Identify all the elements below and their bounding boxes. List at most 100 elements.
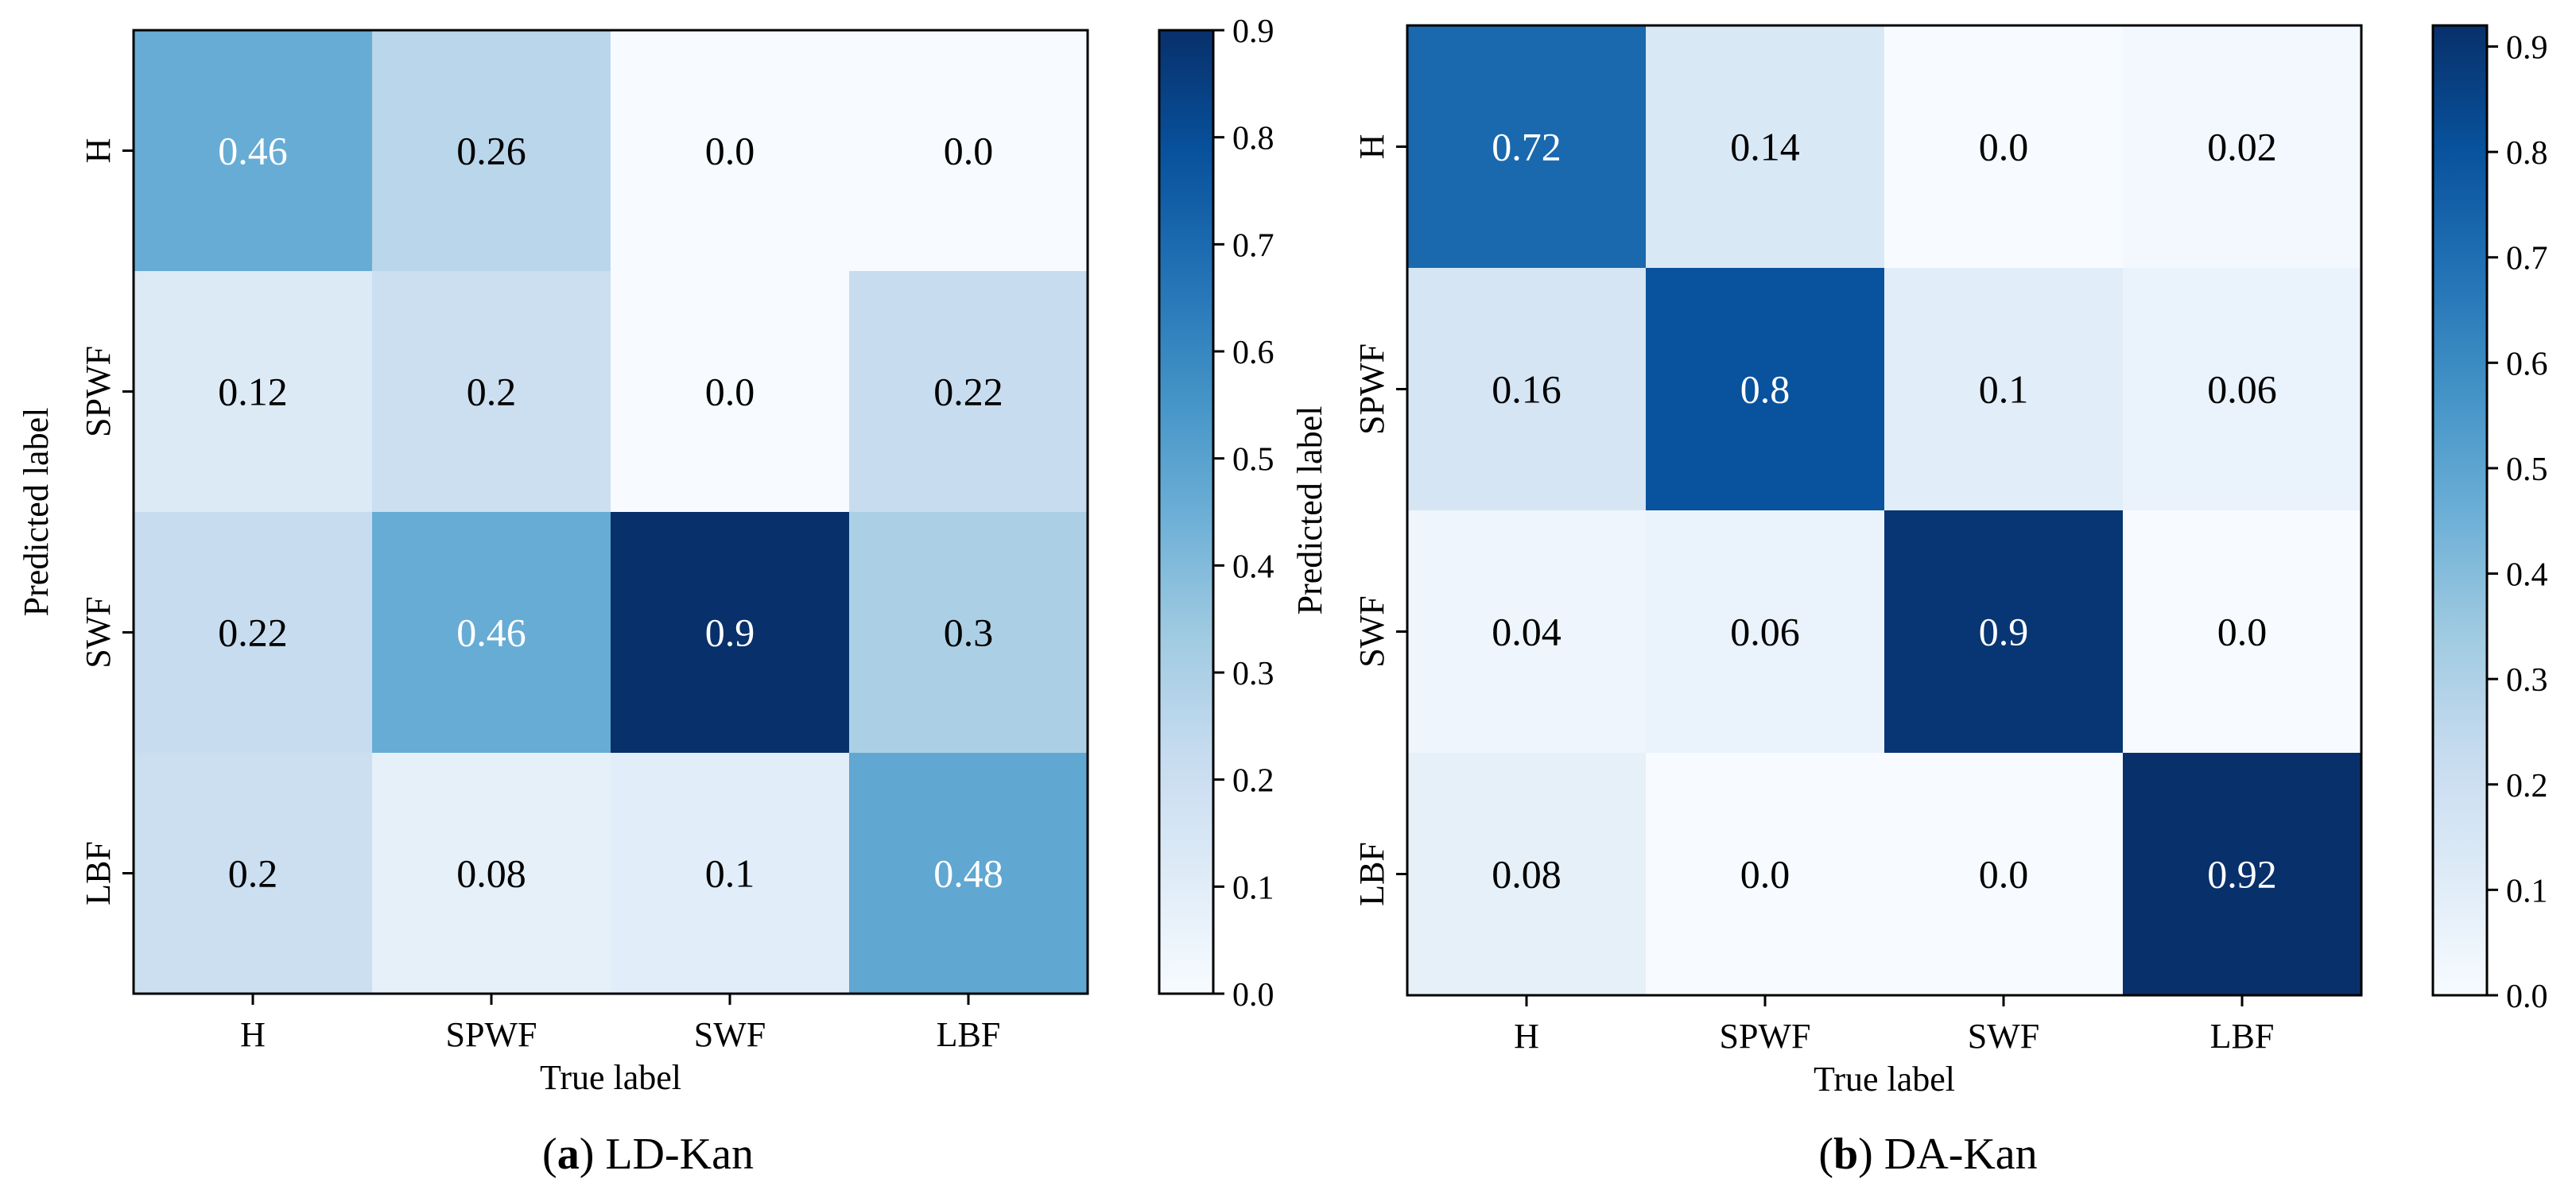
x-tick-label: H [1514,1017,1539,1056]
heatmap-cell [1884,510,2124,754]
colorbar-tick-label: 0.3 [1232,656,1274,692]
colorbar-tick-label: 0.0 [2506,979,2548,1015]
panel-b: 0.72 0.14 0.0 0.02 0.16 0.8 0.1 0.06 0.04 0.06 0.9… [1290,24,2548,1179]
y-tick-label: SPWF [1352,343,1391,435]
caption-open-paren: ( [542,1130,557,1179]
colorbar-tick-label: 0.6 [1232,335,1274,371]
cell-value-label: 0.02 [2207,125,2277,169]
y-tick-label: LBF [1352,842,1391,906]
heatmap-cell [1407,753,1647,996]
caption-letter: a [557,1130,580,1179]
caption-letter: b [1833,1130,1858,1179]
cell-value-label: 0.9 [1979,610,2029,654]
x-tick-label: SWF [1968,1017,2039,1056]
colorbar-tick-label: 0.1 [1232,870,1274,906]
heatmap-frame [1406,24,2363,997]
heatmap-cell [134,512,373,754]
heatmap-cell [849,512,1088,754]
heatmap-cell [2123,268,2362,511]
heatmap-cell [1646,25,1885,269]
cell-value-label: 0.0 [1979,125,2029,169]
colorbar-tick-label: 0.5 [1232,442,1274,479]
heatmap-cell [611,753,850,994]
x-tick-label: SWF [694,1015,766,1054]
cell-value-label: 0.12 [218,370,288,414]
cell-value-label: 0.06 [2207,367,2277,412]
cell-value-label: 0.0 [944,129,994,173]
heatmap-cell [849,271,1088,513]
heatmap-cell [372,271,611,513]
y-tick-label: H [79,138,118,164]
cell-value-label: 0.14 [1730,125,1800,169]
colorbar-tick-label: 0.6 [2506,346,2548,382]
heatmap-cell [1884,753,2124,996]
colorbar-tick-label: 0.9 [1232,14,1274,50]
colorbar-tick-label: 0.2 [1232,763,1274,800]
cell-value-label: 0.72 [1492,125,1562,169]
x-tick-label: H [240,1015,266,1054]
cell-value-label: 0.1 [705,851,755,896]
cell-value-label: 0.8 [1740,367,1790,412]
cell-value-label: 0.48 [933,851,1003,896]
colorbar-tick-label: 0.7 [1232,227,1274,264]
cell-value-label: 0.2 [228,851,278,896]
y-axis-label: Predicted label [17,408,56,617]
cell-value-label: 0.9 [705,611,755,655]
cell-value-label: 0.26 [456,129,526,173]
colorbar-tick-label: 0.0 [1232,977,1274,1014]
y-tick-label: SPWF [79,346,118,437]
cell-value-label: 0.0 [2217,610,2268,654]
colorbar [1158,29,1215,995]
cell-value-label: 0.46 [456,611,526,655]
caption-text: ) LD-Kan [580,1130,754,1179]
x-axis-label: True label [1814,1060,1955,1099]
heatmap-cell [1407,25,1647,269]
colorbar-tick-label: 0.7 [2506,241,2548,277]
x-tick-label: LBF [2210,1017,2275,1056]
y-tick-label: SWF [79,596,118,668]
heatmap-cell [1646,268,1885,511]
y-tick-label: LBF [79,841,118,905]
heatmap-cell [611,30,850,272]
cell-value-label: 0.0 [1979,852,2029,897]
caption-text: ) DA-Kan [1858,1130,2037,1179]
heatmap-cell [1646,753,1885,996]
caption-open-paren: ( [1818,1130,1833,1179]
cell-value-label: 0.22 [933,370,1003,414]
cell-value-label: 0.06 [1730,610,1800,654]
heatmap-cell [2123,25,2362,269]
colorbar-tick-label: 0.8 [1232,121,1274,157]
colorbar-tick-label: 0.2 [2506,768,2548,804]
y-tick-label: H [1352,134,1391,160]
x-tick-label: SPWF [1720,1017,1811,1056]
heatmap-cell [134,271,373,513]
colorbar-tick-label: 0.9 [2506,30,2548,67]
heatmap-frame [132,29,1089,995]
y-axis-label: Predicted label [1290,406,1329,615]
cell-value-label: 0.0 [1740,852,1790,897]
heatmap-cell [849,30,1088,272]
colorbar-tick-label: 0.3 [2506,662,2548,699]
heatmap-cell [372,753,611,994]
cell-value-label: 0.08 [456,851,526,896]
cell-value-label: 0.16 [1492,367,1562,412]
colorbar [2431,24,2489,997]
heatmap-cell [1884,25,2124,269]
heatmap-cell [611,271,850,513]
x-tick-label: SPWF [446,1015,537,1054]
heatmap-cell [849,753,1088,994]
cell-value-label: 0.08 [1492,852,1562,897]
cell-value-label: 0.46 [218,129,288,173]
panel-caption: (b) DA-Kan [1818,1130,2037,1179]
colorbar-tick-label: 0.5 [2506,452,2548,488]
panel-caption: (a) LD-Kan [542,1130,754,1179]
heatmap-cell [1407,268,1647,511]
heatmap-cell [134,753,373,994]
heatmap-cell [1884,268,2124,511]
heatmap-cell [2123,753,2362,996]
heatmap-cell [611,512,850,754]
cell-value-label: 0.22 [218,611,288,655]
x-tick-label: LBF [937,1015,1001,1054]
cell-value-label: 0.0 [705,370,755,414]
